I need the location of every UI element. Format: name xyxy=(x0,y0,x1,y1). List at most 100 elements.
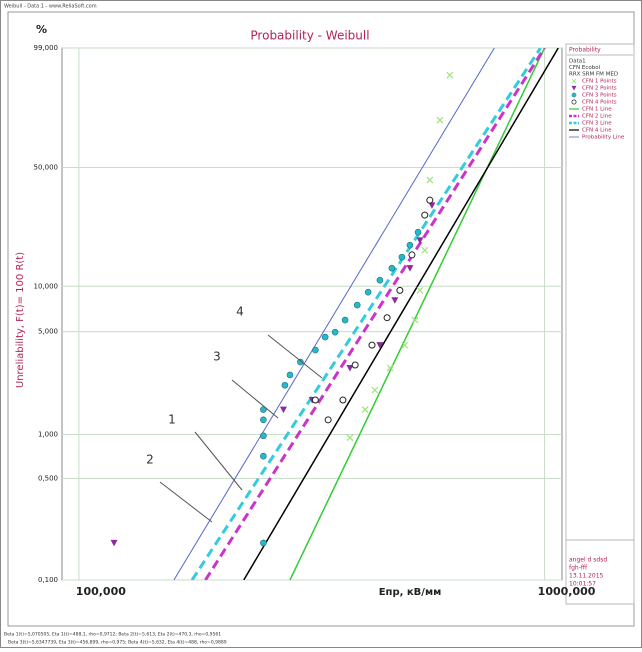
x-tick-label: 100,000 xyxy=(76,585,126,598)
y-axis-title: Unreliability, F(t)= 100 R(t) xyxy=(15,252,26,388)
chart-title: Probability - Weibull xyxy=(250,29,369,43)
footer-line: Beta 1(t)=5,070505, Eta 1(t)=488,1, rho=… xyxy=(4,632,221,638)
data-point xyxy=(401,341,409,349)
footer-line: Beta 3(t)=5,6347739, Eta 3(t)=456,899, r… xyxy=(8,640,227,646)
annotation-leader xyxy=(159,481,213,523)
data-point xyxy=(396,286,404,294)
data-point xyxy=(428,202,436,209)
data-point xyxy=(331,328,339,336)
legend-header: CFN Ecobol xyxy=(569,65,601,71)
y-tick-label: 10,000 xyxy=(34,282,59,290)
annotation-leader xyxy=(194,431,243,491)
annotation-leader xyxy=(267,334,323,379)
info-line: 13.11.2015 xyxy=(569,573,604,580)
annotation: 4 xyxy=(236,305,244,319)
info-line: angel d sdsd xyxy=(569,557,607,564)
legend-label: Probability Line xyxy=(582,135,625,141)
data-point xyxy=(416,286,424,294)
legend-label: CFN 3 Line xyxy=(582,121,612,127)
data-point xyxy=(260,452,267,460)
annotation-leader xyxy=(231,379,279,419)
data-point xyxy=(376,342,384,349)
window-title: Weibull - Data 1 - www.ReliaSoft.com xyxy=(4,4,97,10)
data-point xyxy=(426,176,434,184)
fit-line xyxy=(243,48,559,580)
info-line: 10:01:57 xyxy=(569,581,596,588)
data-point xyxy=(371,386,379,394)
y-tick-label: 99,000 xyxy=(34,44,59,52)
data-point xyxy=(361,406,369,414)
data-point xyxy=(388,264,396,272)
y-tick-label: 0,100 xyxy=(38,576,58,584)
annotation: 3 xyxy=(213,350,221,364)
fit-line xyxy=(204,48,546,580)
fit-line xyxy=(289,48,546,580)
legend-label: CFN 4 Points xyxy=(582,100,617,106)
data-point xyxy=(260,432,267,439)
data-point xyxy=(346,434,354,442)
legend-marker xyxy=(571,99,577,105)
legend-marker xyxy=(571,78,577,84)
legend-label: CFN 2 Line xyxy=(582,114,612,120)
data-point xyxy=(414,228,422,236)
data-point xyxy=(110,539,118,547)
data-point xyxy=(286,371,294,379)
legend-header: Data1 xyxy=(569,59,586,65)
legend-label: CFN 1 Points xyxy=(582,79,617,85)
data-point xyxy=(446,71,454,79)
y-tick-label: 1,000 xyxy=(38,430,58,438)
data-point xyxy=(416,237,424,244)
data-point xyxy=(351,361,359,369)
annotation: 1 xyxy=(168,413,176,427)
data-point xyxy=(312,346,319,354)
x-tick-label: 1000,000 xyxy=(538,585,596,598)
data-point xyxy=(324,416,332,424)
legend-title: Probability xyxy=(569,47,601,54)
y-tick-label: 5,000 xyxy=(38,328,58,336)
data-point xyxy=(376,276,384,284)
legend-label: CFN 4 Line xyxy=(582,128,612,134)
data-point xyxy=(391,297,399,304)
data-point xyxy=(386,364,394,372)
data-point xyxy=(411,316,419,324)
x-axis-title: Eпр, кВ/мм xyxy=(379,587,442,598)
data-point xyxy=(421,211,429,219)
data-point xyxy=(339,396,347,404)
data-point xyxy=(279,406,287,414)
legend-label: CFN 1 Line xyxy=(582,107,612,113)
data-point xyxy=(321,333,329,341)
data-point xyxy=(421,246,429,254)
data-point xyxy=(436,116,444,124)
data-point xyxy=(426,196,434,204)
fit-line xyxy=(190,48,542,580)
data-point xyxy=(281,382,289,389)
data-point xyxy=(408,251,416,259)
legend-label: CFN 3 Points xyxy=(582,93,617,99)
legend-header: RRX SRM FM MED xyxy=(569,72,618,78)
data-point xyxy=(353,301,361,309)
data-point xyxy=(346,365,354,372)
data-point xyxy=(260,539,267,547)
data-point xyxy=(341,316,349,324)
data-point xyxy=(311,396,319,404)
annotation: 2 xyxy=(146,453,154,467)
info-line: fgh-fff xyxy=(569,565,588,572)
data-point xyxy=(260,416,267,424)
data-point xyxy=(260,406,267,413)
data-point xyxy=(383,314,391,322)
y-tick-label: 0,500 xyxy=(38,474,58,482)
data-point xyxy=(406,265,414,272)
data-point xyxy=(368,341,376,349)
data-point xyxy=(406,241,414,249)
legend-marker xyxy=(571,85,577,91)
legend-marker xyxy=(571,92,577,98)
data-point xyxy=(364,288,372,296)
y-unit: % xyxy=(36,23,47,36)
y-tick-label: 50,000 xyxy=(34,163,59,171)
legend-label: CFN 2 Points xyxy=(582,86,617,92)
info-panel xyxy=(565,539,635,605)
fit-line xyxy=(173,48,495,580)
data-point xyxy=(398,253,406,261)
